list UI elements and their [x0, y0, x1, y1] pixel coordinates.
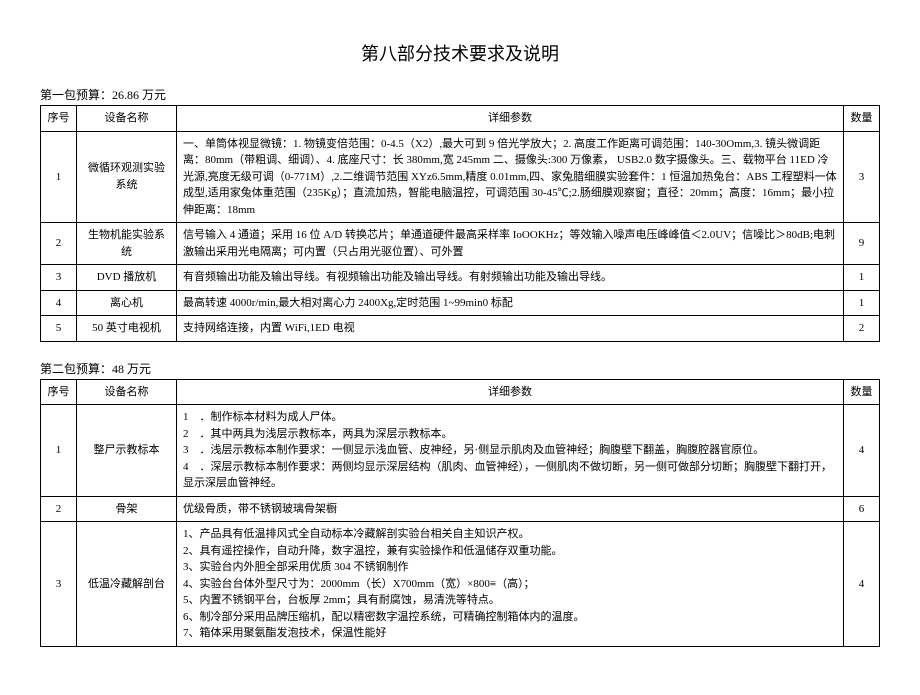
cell-details: 信号输入 4 通道；采用 16 位 A/D 转换芯片；单通道硬件最高采样率 Io…: [177, 223, 844, 265]
cell-seq: 2: [41, 223, 77, 265]
col-seq: 序号: [41, 106, 77, 132]
cell-qty: 4: [844, 522, 880, 647]
package2-table: 序号 设备名称 详细参数 数量 1整尸示教标本1 ．制作标本材料为成人尸体。2 …: [40, 379, 880, 647]
table-row: 4离心机最高转速 4000r/min,最大相对离心力 2400Xg,定时范围 1…: [41, 290, 880, 316]
cell-seq: 1: [41, 405, 77, 497]
cell-details: 优级骨质，带不锈钢玻璃骨架橱: [177, 496, 844, 522]
cell-details: 支持网络连接，内置 WiFi,1ED 电视: [177, 316, 844, 342]
package1-table: 序号 设备名称 详细参数 数量 1微循环观测实验系统一、单筒体视显微镜：1. 物…: [40, 105, 880, 342]
table-header-row: 序号 设备名称 详细参数 数量: [41, 379, 880, 405]
col-name: 设备名称: [77, 106, 177, 132]
cell-seq: 1: [41, 131, 77, 223]
cell-details: 1 ．制作标本材料为成人尸体。2 ．其中两具为浅层示教标本，两具为深层示教标本。…: [177, 405, 844, 497]
cell-qty: 2: [844, 316, 880, 342]
cell-details: 一、单筒体视显微镜：1. 物镜变倍范围：0-4.5（X2）,最大可到 9 倍光学…: [177, 131, 844, 223]
col-details: 详细参数: [177, 106, 844, 132]
cell-name: 生物机能实验系统: [77, 223, 177, 265]
table-row: 1微循环观测实验系统一、单筒体视显微镜：1. 物镜变倍范围：0-4.5（X2）,…: [41, 131, 880, 223]
cell-seq: 3: [41, 265, 77, 291]
cell-qty: 1: [844, 265, 880, 291]
cell-details: 1、产品具有低温排风式全自动标本冷藏解剖实验台相关自主知识产权。2、具有遥控操作…: [177, 522, 844, 647]
table-row: 3低温冷藏解剖台1、产品具有低温排风式全自动标本冷藏解剖实验台相关自主知识产权。…: [41, 522, 880, 647]
cell-details: 有音频输出功能及输出导线。有视频输出功能及输出导线。有射频输出功能及输出导线。: [177, 265, 844, 291]
cell-name: 低温冷藏解剖台: [77, 522, 177, 647]
col-qty: 数量: [844, 106, 880, 132]
cell-qty: 9: [844, 223, 880, 265]
cell-seq: 2: [41, 496, 77, 522]
col-seq: 序号: [41, 379, 77, 405]
cell-name: 50 英寸电视机: [77, 316, 177, 342]
cell-qty: 1: [844, 290, 880, 316]
table-row: 3DVD 播放机有音频输出功能及输出导线。有视频输出功能及输出导线。有射频输出功…: [41, 265, 880, 291]
cell-name: 微循环观测实验系统: [77, 131, 177, 223]
cell-seq: 5: [41, 316, 77, 342]
cell-name: 骨架: [77, 496, 177, 522]
table-row: 2生物机能实验系统信号输入 4 通道；采用 16 位 A/D 转换芯片；单通道硬…: [41, 223, 880, 265]
cell-name: DVD 播放机: [77, 265, 177, 291]
col-details: 详细参数: [177, 379, 844, 405]
cell-qty: 3: [844, 131, 880, 223]
cell-name: 离心机: [77, 290, 177, 316]
package1-budget: 第一包预算：26.86 万元: [40, 86, 880, 103]
table-row: 550 英寸电视机支持网络连接，内置 WiFi,1ED 电视2: [41, 316, 880, 342]
cell-qty: 6: [844, 496, 880, 522]
col-name: 设备名称: [77, 379, 177, 405]
table-header-row: 序号 设备名称 详细参数 数量: [41, 106, 880, 132]
cell-name: 整尸示教标本: [77, 405, 177, 497]
col-qty: 数量: [844, 379, 880, 405]
cell-seq: 3: [41, 522, 77, 647]
page-title: 第八部分技术要求及说明: [40, 40, 880, 66]
package2-budget: 第二包预算：48 万元: [40, 360, 880, 377]
table-row: 2骨架优级骨质，带不锈钢玻璃骨架橱6: [41, 496, 880, 522]
table-row: 1整尸示教标本1 ．制作标本材料为成人尸体。2 ．其中两具为浅层示教标本，两具为…: [41, 405, 880, 497]
cell-seq: 4: [41, 290, 77, 316]
cell-qty: 4: [844, 405, 880, 497]
cell-details: 最高转速 4000r/min,最大相对离心力 2400Xg,定时范围 1~99m…: [177, 290, 844, 316]
